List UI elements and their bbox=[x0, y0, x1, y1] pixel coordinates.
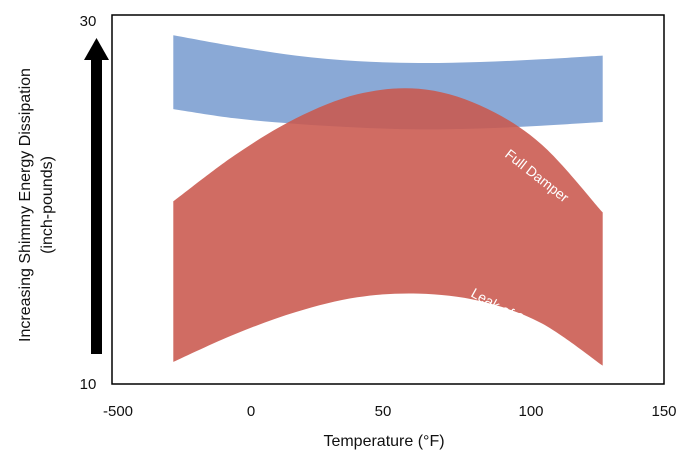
leak-20-drops-band bbox=[173, 88, 603, 366]
x-tick-label: 50 bbox=[375, 403, 392, 420]
x-tick-label: 150 bbox=[651, 403, 676, 420]
full-damper-band bbox=[173, 35, 603, 130]
increasing-arrow bbox=[84, 38, 109, 354]
x-tick-label: 100 bbox=[518, 403, 543, 420]
y-axis-title-line1: Increasing Shimmy Energy Dissipation bbox=[17, 68, 34, 342]
y-axis-title-line2: (inch-pounds) bbox=[39, 156, 56, 254]
x-axis-title: Temperature (°F) bbox=[323, 433, 444, 450]
bands-layer bbox=[173, 35, 603, 366]
x-tick-label: 0 bbox=[247, 403, 255, 420]
plot-frame bbox=[111, 14, 665, 385]
x-tick-label: -500 bbox=[103, 403, 133, 420]
y-tick-label-top: 30 bbox=[80, 13, 97, 30]
y-tick-label-bottom: 10 bbox=[80, 376, 97, 393]
